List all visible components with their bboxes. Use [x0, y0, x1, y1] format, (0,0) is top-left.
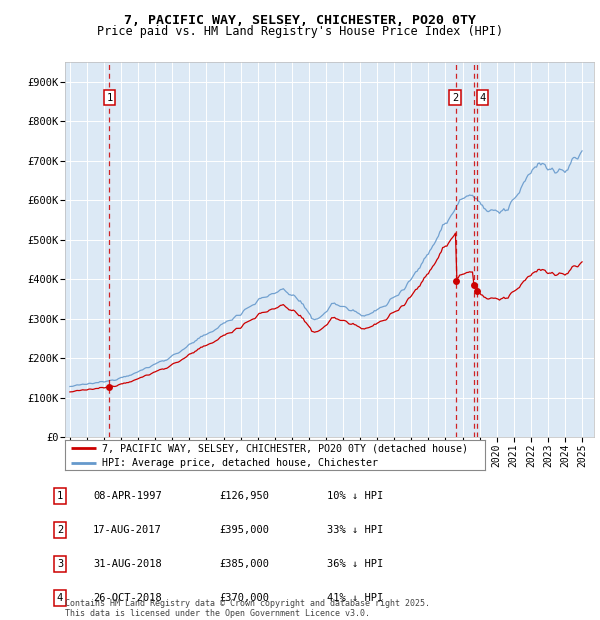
- Text: 2: 2: [452, 92, 458, 102]
- Text: 7, PACIFIC WAY, SELSEY, CHICHESTER, PO20 0TY (detached house): 7, PACIFIC WAY, SELSEY, CHICHESTER, PO20…: [102, 443, 468, 453]
- Text: 4: 4: [57, 593, 63, 603]
- Text: Contains HM Land Registry data © Crown copyright and database right 2025.
This d: Contains HM Land Registry data © Crown c…: [65, 599, 430, 618]
- Text: 3: 3: [57, 559, 63, 569]
- Text: 2: 2: [57, 525, 63, 535]
- Text: 4: 4: [479, 92, 485, 102]
- Text: 36% ↓ HPI: 36% ↓ HPI: [327, 559, 383, 569]
- Text: 26-OCT-2018: 26-OCT-2018: [93, 593, 162, 603]
- Text: 08-APR-1997: 08-APR-1997: [93, 491, 162, 501]
- Text: 31-AUG-2018: 31-AUG-2018: [93, 559, 162, 569]
- Text: 7, PACIFIC WAY, SELSEY, CHICHESTER, PO20 0TY: 7, PACIFIC WAY, SELSEY, CHICHESTER, PO20…: [124, 14, 476, 27]
- Text: £126,950: £126,950: [219, 491, 269, 501]
- Text: £385,000: £385,000: [219, 559, 269, 569]
- Text: HPI: Average price, detached house, Chichester: HPI: Average price, detached house, Chic…: [102, 458, 378, 468]
- Text: 33% ↓ HPI: 33% ↓ HPI: [327, 525, 383, 535]
- Text: 41% ↓ HPI: 41% ↓ HPI: [327, 593, 383, 603]
- Text: 17-AUG-2017: 17-AUG-2017: [93, 525, 162, 535]
- Text: £370,000: £370,000: [219, 593, 269, 603]
- Text: £395,000: £395,000: [219, 525, 269, 535]
- Text: 1: 1: [106, 92, 113, 102]
- Text: 1: 1: [57, 491, 63, 501]
- Text: 10% ↓ HPI: 10% ↓ HPI: [327, 491, 383, 501]
- Text: Price paid vs. HM Land Registry's House Price Index (HPI): Price paid vs. HM Land Registry's House …: [97, 25, 503, 38]
